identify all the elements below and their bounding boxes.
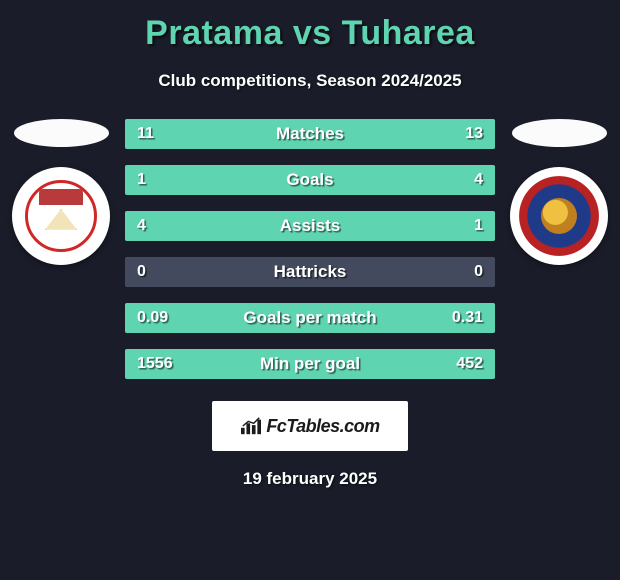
stat-row: 1Goals4 <box>125 165 495 195</box>
club-badge-right <box>510 167 608 265</box>
stat-row: 11Matches13 <box>125 119 495 149</box>
stat-bars: 11Matches131Goals44Assists10Hattricks00.… <box>125 119 495 379</box>
stat-row: 0Hattricks0 <box>125 257 495 287</box>
stat-row: 4Assists1 <box>125 211 495 241</box>
stat-label: Goals per match <box>125 308 495 328</box>
subtitle: Club competitions, Season 2024/2025 <box>0 71 620 91</box>
stat-label: Matches <box>125 124 495 144</box>
content-area: 11Matches131Goals44Assists10Hattricks00.… <box>0 119 620 489</box>
stat-row: 1556Min per goal452 <box>125 349 495 379</box>
player-right-column <box>510 119 608 265</box>
stat-right-value: 0 <box>474 263 483 281</box>
stat-label: Goals <box>125 170 495 190</box>
title-vs: vs <box>293 14 332 52</box>
club-badge-left <box>12 167 110 265</box>
stat-row: 0.09Goals per match0.31 <box>125 303 495 333</box>
player-right-name: Tuharea <box>342 14 475 52</box>
psm-badge-icon <box>25 180 97 252</box>
brand-box: FcTables.com <box>212 401 408 451</box>
brand-text: FcTables.com <box>266 416 379 437</box>
stat-right-value: 13 <box>465 125 483 143</box>
stat-label: Hattricks <box>125 262 495 282</box>
stat-right-value: 4 <box>474 171 483 189</box>
player-right-silhouette <box>512 119 607 147</box>
stat-label: Assists <box>125 216 495 236</box>
player-left-name: Pratama <box>145 14 283 52</box>
stat-label: Min per goal <box>125 354 495 374</box>
player-left-column <box>12 119 110 265</box>
stat-right-value: 452 <box>456 355 483 373</box>
footer-date: 19 february 2025 <box>0 469 620 489</box>
arema-badge-icon <box>519 176 599 256</box>
comparison-title: Pratama vs Tuharea <box>0 0 620 53</box>
player-left-silhouette <box>14 119 109 147</box>
stat-right-value: 0.31 <box>452 309 483 327</box>
brand-chart-icon <box>240 416 262 436</box>
stat-right-value: 1 <box>474 217 483 235</box>
